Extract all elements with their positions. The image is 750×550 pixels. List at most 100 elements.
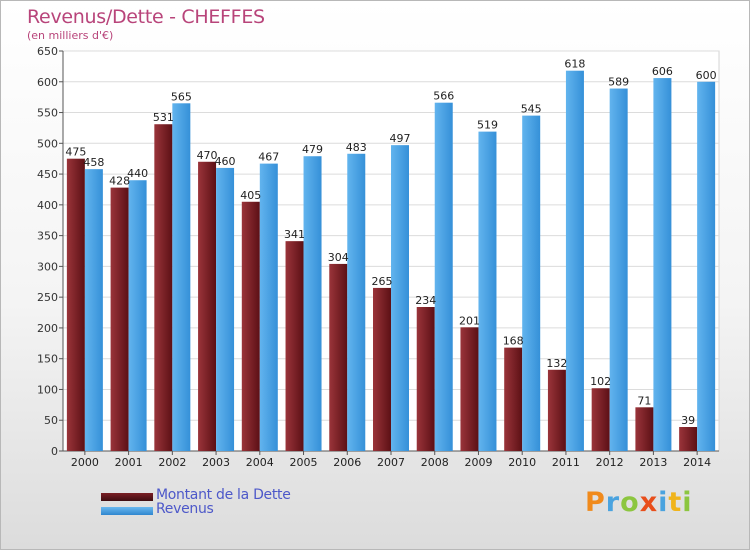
y-tick-label: 350 <box>37 230 58 243</box>
x-tick-label-2003: 2003 <box>202 456 230 469</box>
data-label-revenus-2012: 589 <box>608 76 629 89</box>
y-tick-label: 600 <box>37 76 58 89</box>
data-label-revenus-2005: 479 <box>302 143 323 156</box>
data-label-dette-2006: 304 <box>328 251 349 264</box>
x-tick-label-2008: 2008 <box>421 456 449 469</box>
logo-letter: x <box>639 487 659 518</box>
bar-revenus-2000 <box>84 169 103 451</box>
x-tick-label-2004: 2004 <box>246 456 274 469</box>
bar-revenus-2008 <box>434 102 453 451</box>
bar-dette-2001 <box>110 187 129 451</box>
data-label-dette-2001: 428 <box>109 175 130 188</box>
x-tick-label-2000: 2000 <box>71 456 99 469</box>
data-label-revenus-2008: 566 <box>433 90 454 103</box>
y-tick-label: 400 <box>37 199 58 212</box>
y-tick-label: 550 <box>37 107 58 120</box>
data-label-revenus-2003: 460 <box>215 155 236 168</box>
x-tick-label-2005: 2005 <box>290 456 318 469</box>
proxiti-logo: Proxiti <box>585 489 693 516</box>
data-label-dette-2005: 341 <box>284 228 305 241</box>
data-label-dette-2007: 265 <box>372 275 393 288</box>
data-label-revenus-2014: 600 <box>696 69 717 82</box>
data-label-revenus-2001: 440 <box>127 167 148 180</box>
data-label-dette-2009: 201 <box>459 314 480 327</box>
bar-dette-2009 <box>460 327 479 451</box>
data-label-revenus-2004: 467 <box>258 151 279 164</box>
x-tick-label-2006: 2006 <box>333 456 361 469</box>
bar-dette-2010 <box>504 347 523 451</box>
logo-letter: i <box>658 487 669 518</box>
bar-dette-2003 <box>198 161 217 451</box>
legend-swatch-dette <box>101 493 153 501</box>
data-label-dette-2010: 168 <box>503 335 524 348</box>
data-label-revenus-2009: 519 <box>477 119 498 132</box>
y-tick-label: 650 <box>37 45 58 58</box>
chart-subtitle: (en milliers d'€) <box>27 29 114 42</box>
y-tick-label: 500 <box>37 137 58 150</box>
x-tick-label-2007: 2007 <box>377 456 405 469</box>
bar-revenus-2003 <box>216 167 235 451</box>
bar-revenus-2004 <box>259 163 278 451</box>
y-tick-label: 100 <box>37 383 58 396</box>
x-tick-label-2001: 2001 <box>115 456 143 469</box>
bar-dette-2000 <box>66 158 85 451</box>
y-tick-label: 250 <box>37 291 58 304</box>
x-tick-label-2012: 2012 <box>596 456 624 469</box>
legend-swatch-revenus <box>101 507 153 515</box>
data-label-revenus-2002: 565 <box>171 90 192 103</box>
x-tick-label-2010: 2010 <box>508 456 536 469</box>
data-label-dette-2012: 102 <box>590 375 611 388</box>
y-tick-label: 50 <box>44 414 58 427</box>
x-tick-label-2009: 2009 <box>464 456 492 469</box>
y-tick-label: 450 <box>37 168 58 181</box>
data-label-dette-2013: 71 <box>637 394 651 407</box>
y-tick-label: 0 <box>51 445 58 458</box>
bar-dette-2013 <box>635 407 654 451</box>
data-label-revenus-2007: 497 <box>390 132 411 145</box>
bar-revenus-2005 <box>303 156 322 451</box>
bar-revenus-2011 <box>565 70 584 451</box>
data-label-dette-2014: 39 <box>681 414 695 427</box>
logo-letter: P <box>585 487 606 518</box>
bar-dette-2005 <box>285 241 304 451</box>
bar-dette-2012 <box>591 388 610 451</box>
y-tick-label: 300 <box>37 260 58 273</box>
bar-revenus-2007 <box>391 145 409 451</box>
bar-dette-2006 <box>329 263 348 451</box>
logo-letter: o <box>620 487 640 518</box>
bar-dette-2014 <box>679 427 698 451</box>
bar-revenus-2012 <box>609 88 628 452</box>
bar-dette-2007 <box>373 287 391 451</box>
bar-revenus-2006 <box>347 153 366 451</box>
y-tick-label: 200 <box>37 322 58 335</box>
data-label-dette-2003: 470 <box>197 149 218 162</box>
data-label-revenus-2011: 618 <box>564 58 585 71</box>
data-label-dette-2002: 531 <box>153 111 174 124</box>
x-tick-label-2002: 2002 <box>158 456 186 469</box>
legend-label-dette: Montant de la Dette <box>156 487 291 503</box>
data-label-revenus-2010: 545 <box>521 103 542 116</box>
x-tick-label-2011: 2011 <box>552 456 580 469</box>
bar-revenus-2010 <box>522 115 541 451</box>
y-tick-label: 150 <box>37 353 58 366</box>
x-tick-label-2014: 2014 <box>683 456 711 469</box>
bar-dette-2011 <box>547 369 566 451</box>
data-label-dette-2011: 132 <box>546 357 567 370</box>
bar-revenus-2002 <box>172 103 191 452</box>
x-tick-label-2013: 2013 <box>639 456 667 469</box>
logo-letter: i <box>682 487 693 518</box>
data-label-revenus-2006: 483 <box>346 141 367 154</box>
data-label-revenus-2013: 606 <box>652 65 673 78</box>
bar-revenus-2014 <box>697 81 716 452</box>
logo-letter: r <box>605 487 621 518</box>
data-label-dette-2008: 234 <box>415 294 436 307</box>
bar-dette-2002 <box>154 124 173 451</box>
bar-dette-2008 <box>416 307 435 451</box>
bar-revenus-2001 <box>128 180 147 451</box>
data-label-dette-2000: 475 <box>65 146 86 159</box>
data-label-revenus-2000: 458 <box>83 156 104 169</box>
bar-dette-2004 <box>241 201 260 451</box>
bar-revenus-2013 <box>653 78 672 452</box>
